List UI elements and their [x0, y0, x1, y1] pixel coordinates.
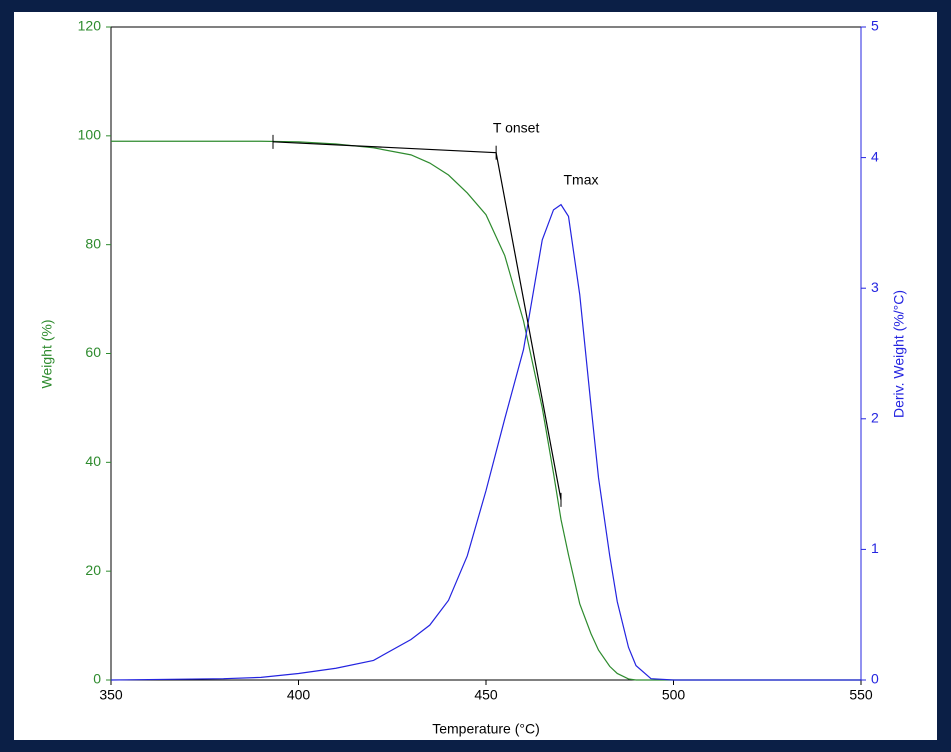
- series-line: [110, 203, 861, 681]
- x-tick-label: 400: [287, 687, 311, 703]
- x-axis-label: Temperature (°C): [432, 721, 540, 737]
- y-tick-label: 120: [78, 18, 102, 34]
- y2-tick-label: 0: [871, 671, 879, 687]
- y2-tick-label: 2: [871, 410, 879, 426]
- y2-tick-label: 3: [871, 279, 879, 295]
- y-tick-label: 100: [78, 127, 102, 143]
- x-tick-label: 350: [99, 687, 123, 703]
- y-tick-label: 60: [85, 344, 101, 360]
- x-tick-label: 550: [849, 687, 873, 703]
- y-tick-label: 20: [85, 562, 101, 578]
- panel: [14, 12, 937, 740]
- y2-axis-label: Deriv. Weight (%/°C): [891, 290, 907, 418]
- y-tick-label: 40: [85, 453, 101, 469]
- y2-tick-label: 5: [871, 18, 879, 34]
- y-tick-label: 0: [93, 671, 101, 687]
- y-tick-label: 80: [85, 235, 101, 251]
- x-tick-label: 450: [474, 687, 498, 703]
- annotation: Tmax: [564, 171, 599, 187]
- annotation: T onset: [493, 119, 540, 135]
- y-axis-label: Weight (%): [39, 320, 55, 389]
- y2-tick-label: 4: [871, 148, 879, 164]
- y2-tick-label: 1: [871, 540, 879, 556]
- x-tick-label: 500: [662, 687, 686, 703]
